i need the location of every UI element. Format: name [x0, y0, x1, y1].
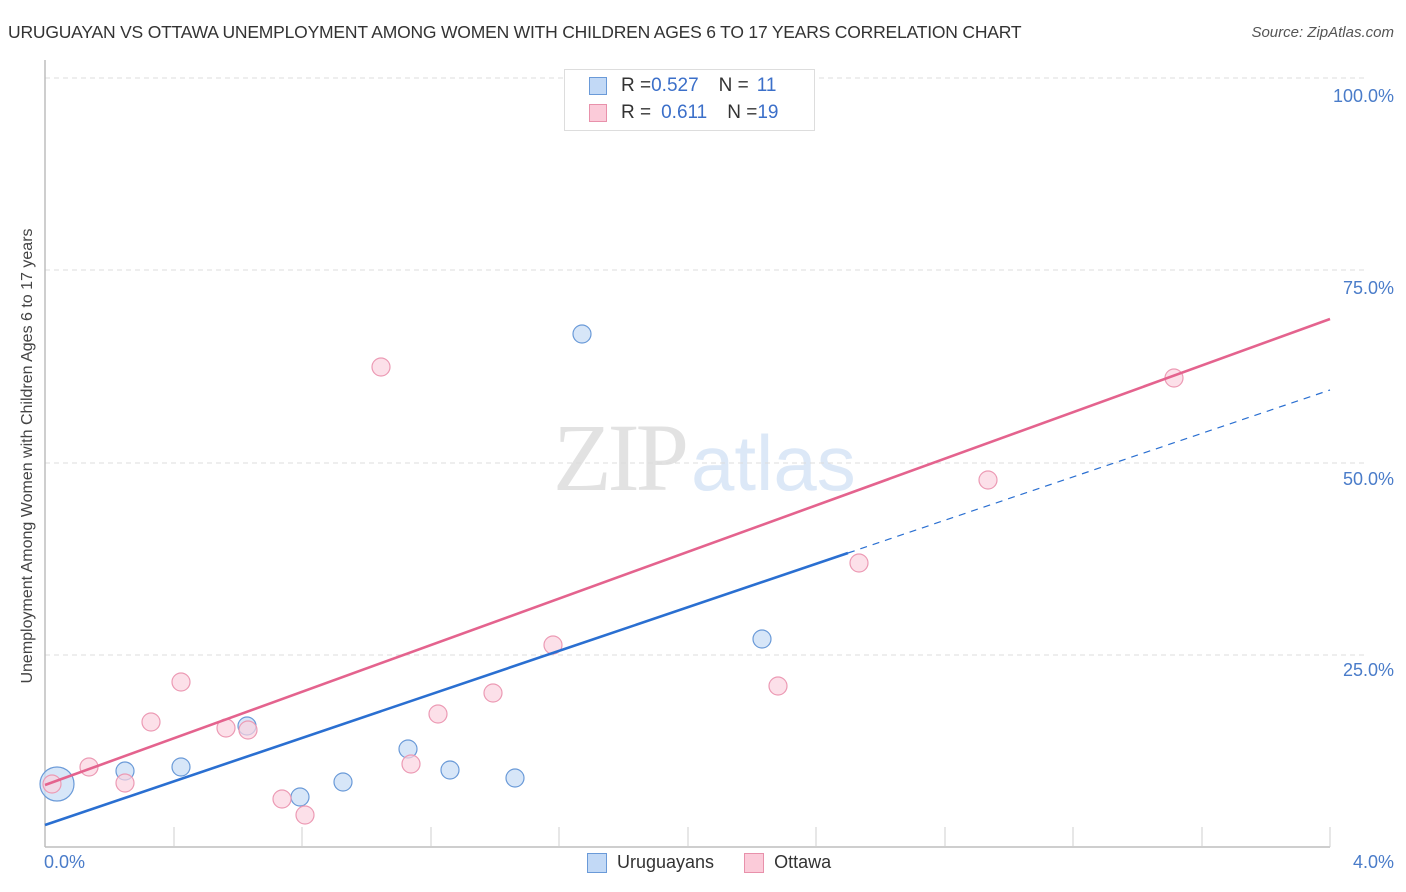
uruguayans-trend-extension: [847, 389, 1331, 554]
x-tick-4: 4.0%: [1352, 852, 1394, 872]
r-value: 0.527: [651, 75, 699, 96]
data-point[interactable]: [171, 757, 191, 777]
watermark-zip: ZIP: [553, 404, 689, 511]
data-point[interactable]: [295, 805, 315, 825]
data-point[interactable]: [401, 754, 421, 774]
ottawa-trend-line: [44, 317, 1331, 787]
legend-row-uruguayans: R = 0.527 N = 11: [589, 74, 777, 98]
n-value: 19: [757, 102, 779, 123]
n-value: 11: [756, 75, 777, 96]
r-label: R =: [621, 75, 652, 96]
y-tick-100: 100.0%: [1332, 86, 1394, 106]
legend-item-ottawa[interactable]: Ottawa: [744, 852, 831, 873]
uruguayans-swatch: [587, 852, 607, 873]
r-label: R =: [621, 102, 652, 123]
data-point[interactable]: [141, 712, 161, 732]
data-point[interactable]: [428, 704, 448, 724]
series-legend: Uruguayans Ottawa: [587, 852, 861, 873]
uruguayans-trend-line: [44, 551, 849, 827]
gridlines: [45, 77, 1365, 656]
x-tick-marks: [173, 827, 1331, 847]
axes: [44, 60, 1330, 848]
n-label: N =: [727, 102, 758, 123]
ottawa-points: [42, 357, 1184, 825]
data-point[interactable]: [333, 772, 353, 792]
y-tick-75: 75.0%: [1342, 278, 1394, 298]
data-point[interactable]: [978, 470, 998, 490]
data-point[interactable]: [483, 683, 503, 703]
y-tick-25: 25.0%: [1342, 660, 1394, 680]
correlation-legend: R = 0.527 N = 11 R = 0.611 N = 19: [564, 69, 815, 131]
data-point[interactable]: [440, 760, 460, 780]
r-value: 0.611: [661, 102, 708, 123]
legend-label: Uruguayans: [617, 852, 715, 872]
data-point[interactable]: [290, 787, 310, 807]
ottawa-swatch: [589, 104, 607, 122]
legend-label: Ottawa: [774, 852, 832, 872]
ottawa-swatch: [744, 852, 765, 873]
data-point[interactable]: [371, 357, 391, 377]
source-label: Source: ZipAtlas.com: [1251, 24, 1394, 41]
data-point[interactable]: [849, 553, 869, 573]
uruguayans-points: [39, 324, 772, 807]
data-point[interactable]: [572, 324, 592, 344]
chart-title: URUGUAYAN VS OTTAWA UNEMPLOYMENT AMONG W…: [8, 22, 1022, 42]
data-point[interactable]: [171, 672, 191, 692]
data-point[interactable]: [752, 629, 772, 649]
data-point[interactable]: [238, 720, 258, 740]
data-point[interactable]: [505, 768, 525, 788]
y-axis-label: Unemployment Among Women with Children A…: [19, 228, 36, 684]
n-label: N =: [718, 75, 749, 96]
data-point[interactable]: [115, 773, 135, 793]
data-point[interactable]: [272, 789, 292, 809]
legend-item-uruguayans[interactable]: Uruguayans: [587, 852, 714, 873]
x-tick-0: 0.0%: [44, 852, 86, 872]
y-tick-50: 50.0%: [1342, 469, 1394, 489]
legend-row-ottawa: R = 0.611 N = 19: [589, 101, 779, 125]
uruguayans-swatch: [589, 77, 607, 95]
data-point[interactable]: [768, 676, 788, 696]
